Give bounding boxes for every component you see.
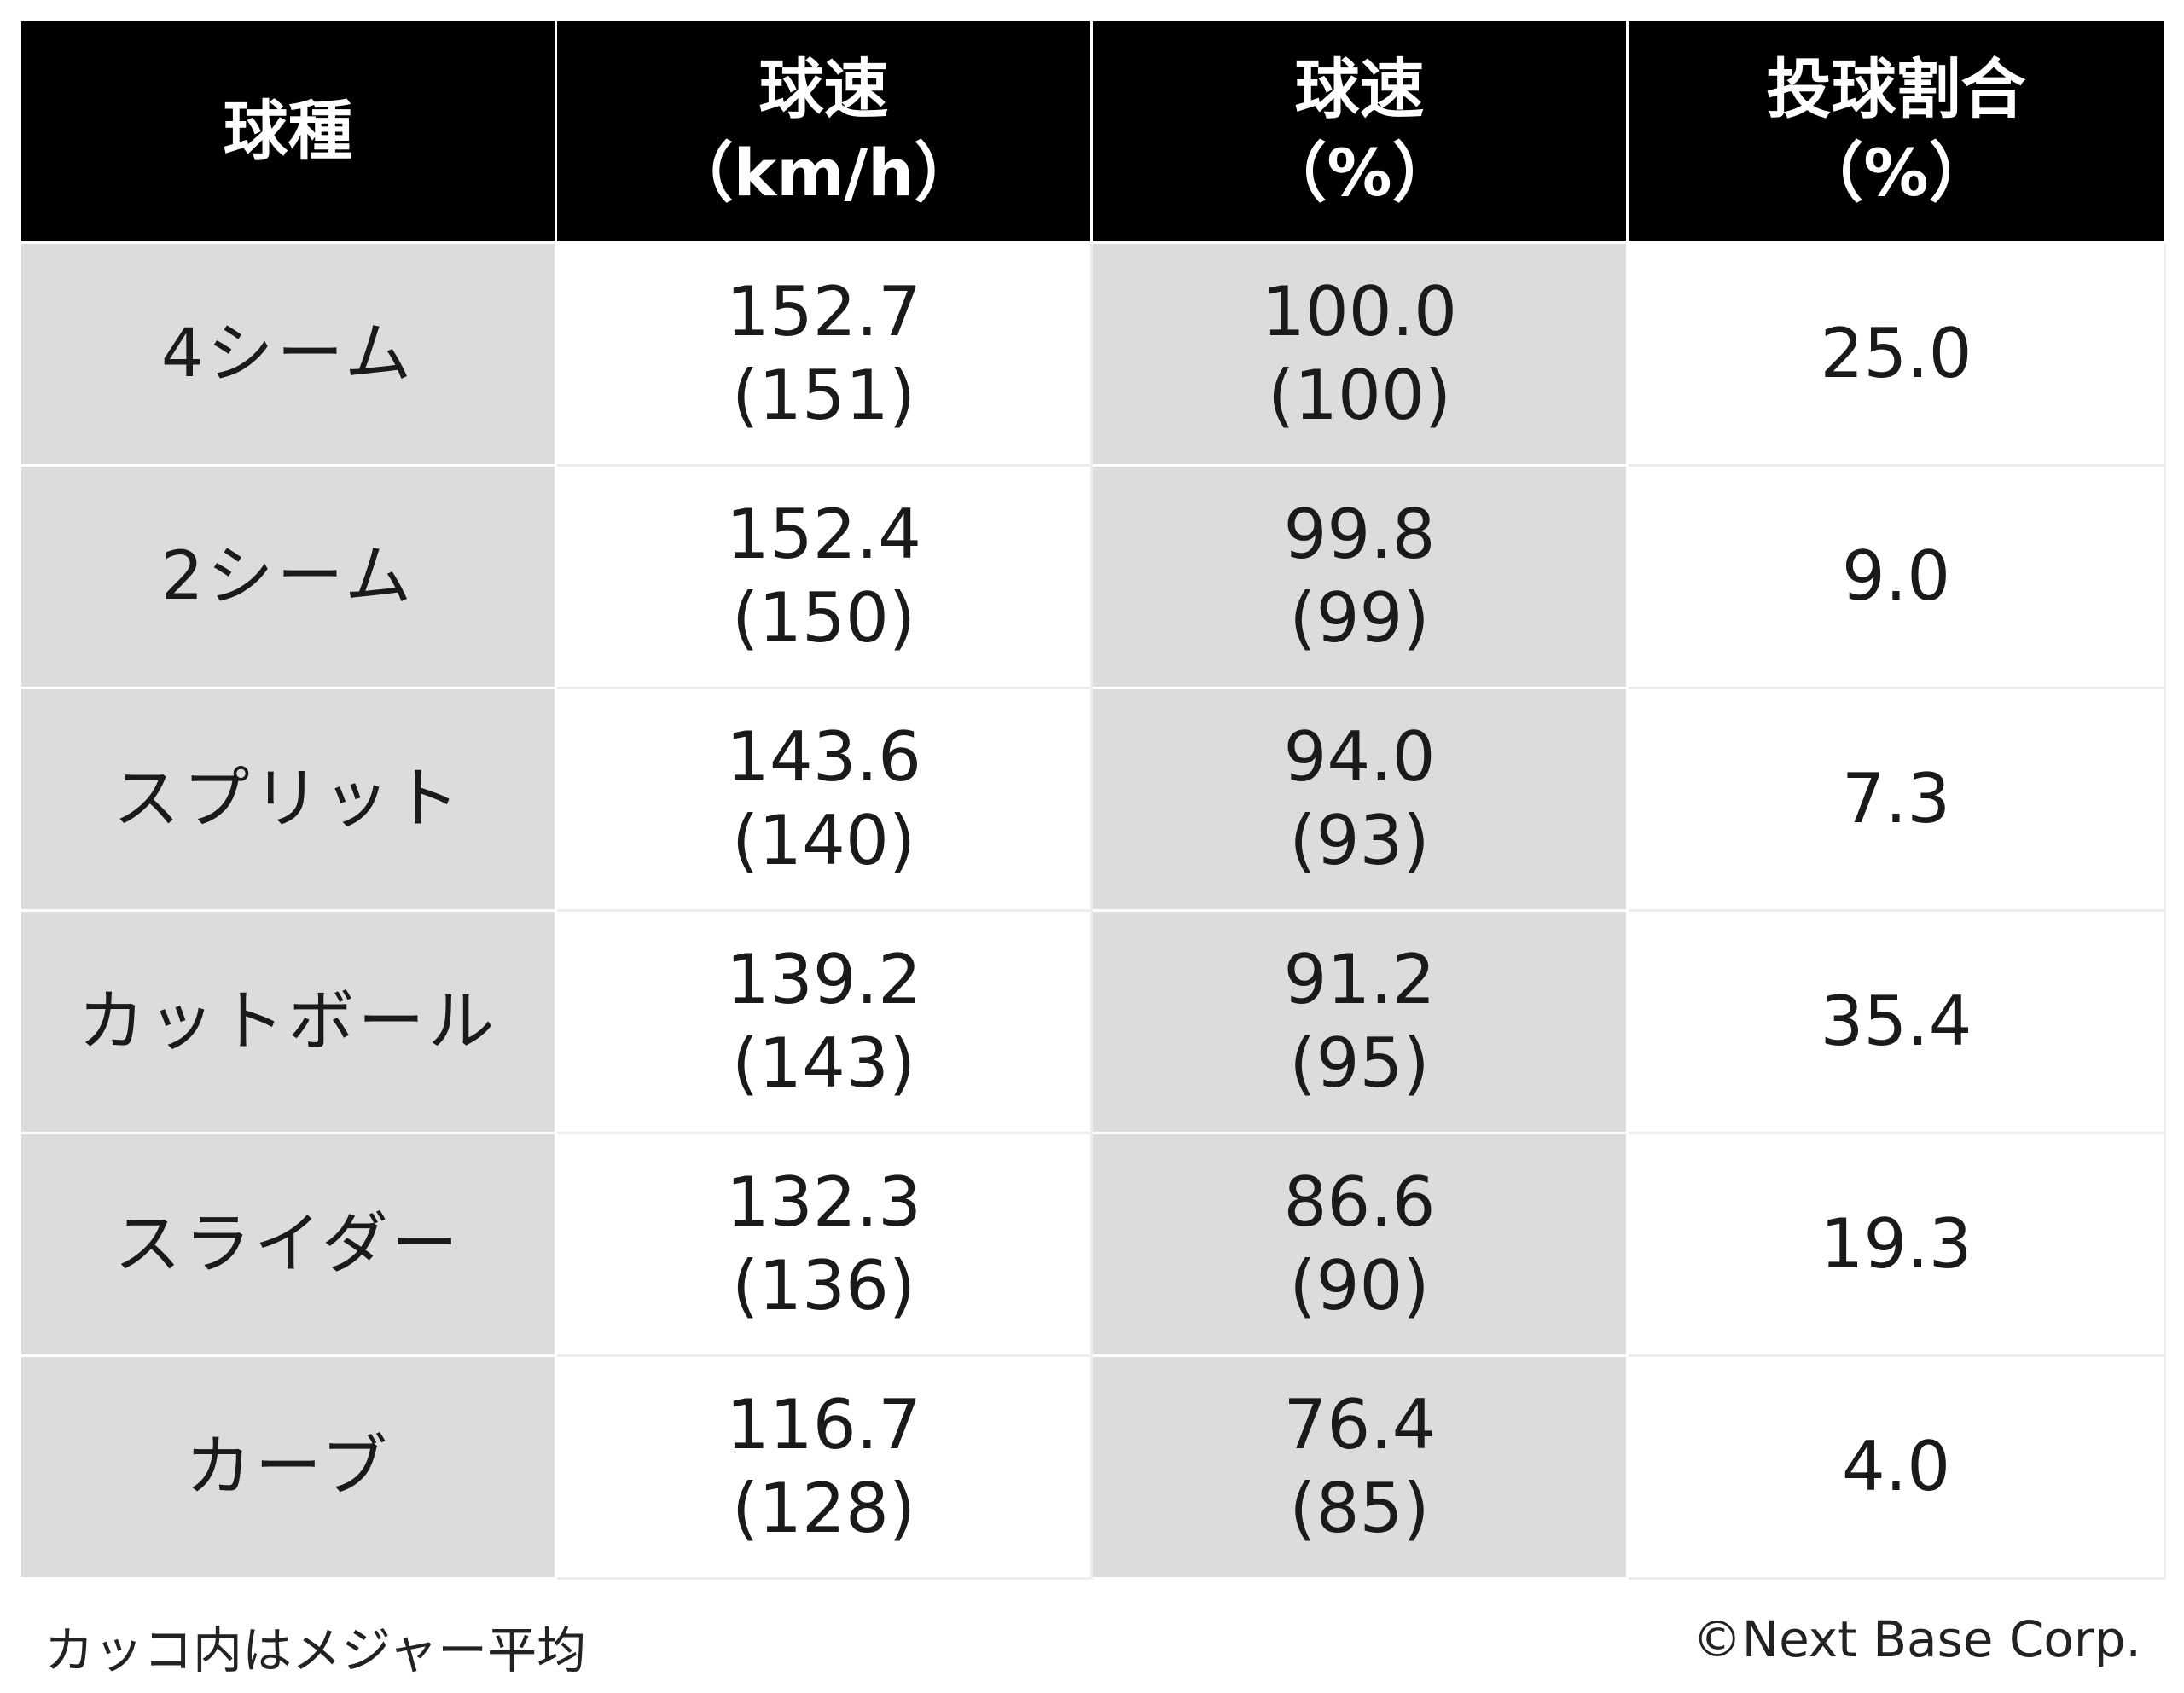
table-row: スプリット 143.6 (140) 94.0 (93) 7.3 (19, 687, 2166, 912)
header-speed-pct-unit: （%） (1262, 135, 1457, 211)
header-speed-kmh-label: 球速 (758, 51, 889, 127)
speed-mlb-average: (143) (731, 1023, 916, 1103)
pitch-type-cell: 4シーム (19, 241, 557, 467)
table-row: スライダー 132.3 (136) 86.6 (90) 19.3 (19, 1132, 2166, 1357)
speed-value: 152.4 (725, 495, 922, 574)
speed-pct-cell: 99.8 (99) (1090, 464, 1629, 689)
header-pitch-type: 球種 (19, 19, 557, 244)
speed-cell: 152.4 (150) (555, 464, 1093, 689)
speed-cell: 139.2 (143) (555, 909, 1093, 1134)
footnote: カッコ内はメジャー平均 (44, 1621, 587, 1679)
speed-pct-cell: 94.0 (93) (1090, 687, 1629, 912)
speed-cell: 116.7 (128) (555, 1354, 1093, 1580)
header-speed-kmh: 球速 （km/h） (555, 19, 1093, 244)
table-row: 2シーム 152.4 (150) 99.8 (99) 9.0 (19, 464, 2166, 689)
speed-pct-cell: 86.6 (90) (1090, 1132, 1629, 1357)
speed-mlb-average: (128) (731, 1469, 916, 1548)
pitch-type-cell: 2シーム (19, 464, 557, 689)
table-row: 4シーム 152.7 (151) 100.0 (100) 25.0 (19, 241, 2166, 467)
speed-mlb-average: (151) (731, 356, 916, 435)
pitch-share-cell: 9.0 (1626, 464, 2166, 689)
header-speed-kmh-unit: （km/h） (668, 135, 979, 211)
speed-pct-value: 91.2 (1283, 940, 1436, 1019)
speed-mlb-average: (140) (731, 801, 916, 880)
header-speed-pct: 球速 （%） (1090, 19, 1629, 244)
header-row: 球種 球速 （km/h） 球速 （%） 投球割合 （%） (19, 19, 2166, 244)
header-pitch-share: 投球割合 （%） (1626, 19, 2166, 244)
pitch-share-cell: 25.0 (1626, 241, 2166, 467)
speed-value: 139.2 (725, 940, 922, 1019)
speed-mlb-average: (150) (731, 578, 916, 658)
speed-pct-value: 76.4 (1283, 1385, 1436, 1464)
speed-mlb-average: (136) (731, 1246, 916, 1325)
speed-pct-value: 99.8 (1283, 495, 1436, 574)
pitch-share-cell: 4.0 (1626, 1354, 2166, 1580)
header-speed-pct-label: 球速 (1294, 51, 1425, 127)
table-row: カーブ 116.7 (128) 76.4 (85) 4.0 (19, 1354, 2166, 1580)
pitch-type-cell: スライダー (19, 1132, 557, 1357)
pitch-share-cell: 35.4 (1626, 909, 2166, 1134)
table-row: カットボール 139.2 (143) 91.2 (95) 35.4 (19, 909, 2166, 1134)
speed-pct-cell: 100.0 (100) (1090, 241, 1629, 467)
speed-cell: 143.6 (140) (555, 687, 1093, 912)
speed-value: 143.6 (725, 717, 922, 797)
pitch-stats-table: 球種 球速 （km/h） 球速 （%） 投球割合 （%） 4シーム (19, 19, 2166, 1580)
header-pitch-share-unit: （%） (1798, 135, 1994, 211)
pitch-type-cell: カットボール (19, 909, 557, 1134)
speed-value: 132.3 (725, 1162, 922, 1242)
speed-pct-mlb-average: (85) (1289, 1469, 1430, 1548)
header-pitch-share-label: 投球割合 (1766, 51, 2026, 127)
speed-pct-value: 100.0 (1261, 272, 1458, 351)
speed-value: 152.7 (725, 272, 922, 351)
speed-cell: 152.7 (151) (555, 241, 1093, 467)
speed-pct-mlb-average: (95) (1289, 1023, 1430, 1103)
pitch-type-cell: スプリット (19, 687, 557, 912)
pitch-type-cell: カーブ (19, 1354, 557, 1580)
speed-pct-mlb-average: (93) (1289, 801, 1430, 880)
speed-pct-cell: 91.2 (95) (1090, 909, 1629, 1134)
speed-cell: 132.3 (136) (555, 1132, 1093, 1357)
pitch-share-cell: 19.3 (1626, 1132, 2166, 1357)
speed-value: 116.7 (725, 1385, 922, 1464)
speed-pct-value: 94.0 (1283, 717, 1436, 797)
copyright: ©Next Base Corp. (1692, 1610, 2141, 1668)
pitch-share-cell: 7.3 (1626, 687, 2166, 912)
speed-pct-mlb-average: (99) (1289, 578, 1430, 658)
speed-pct-cell: 76.4 (85) (1090, 1354, 1629, 1580)
speed-pct-mlb-average: (90) (1289, 1246, 1430, 1325)
speed-pct-mlb-average: (100) (1267, 356, 1452, 435)
header-pitch-type-label: 球種 (223, 93, 353, 169)
speed-pct-value: 86.6 (1283, 1162, 1436, 1242)
